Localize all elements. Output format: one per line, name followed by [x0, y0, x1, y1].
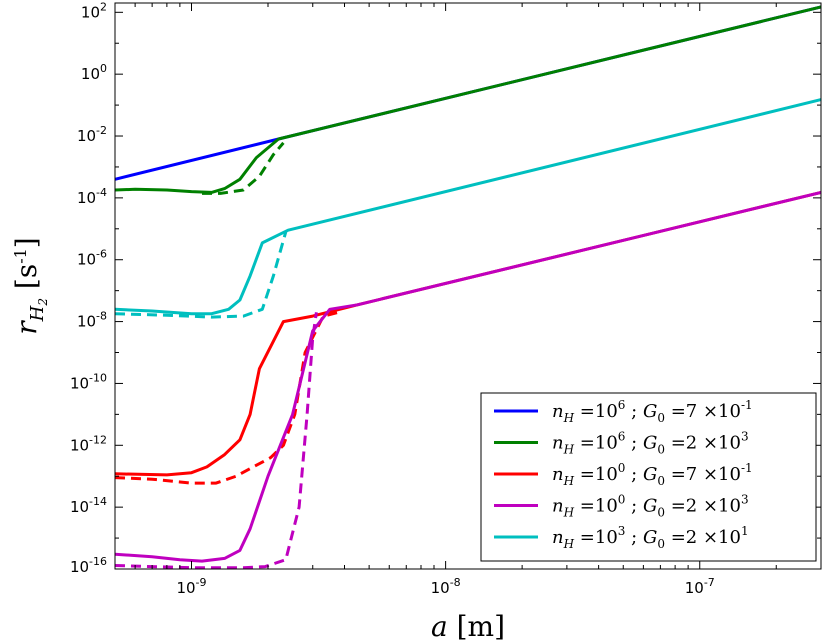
x-tick-label: 10-9: [176, 576, 206, 597]
legend-label: nH =106 ; G0 =7 ×10-1: [552, 398, 753, 425]
y-tick-label: 10-12: [70, 433, 107, 454]
x-tick-label: 10-7: [685, 576, 715, 597]
series-line-4-solid: [114, 98, 822, 316]
tick-layer: [114, 3, 822, 570]
legend-label: nH =100 ; G0 =7 ×10-1: [552, 461, 753, 488]
y-tick-label: 10-14: [70, 495, 107, 516]
series-line-2-solid: [114, 5, 822, 194]
plot-frame: [114, 2, 822, 570]
y-tick-label: 102: [81, 0, 107, 21]
legend-label: nH =106 ; G0 =2 ×103: [552, 430, 749, 457]
series-line-6-solid: [114, 190, 822, 477]
legend-label: nH =100 ; G0 =2 ×103: [552, 493, 749, 520]
series-layer: [114, 5, 822, 570]
legend-label: nH =103 ; G0 =2 ×101: [552, 524, 749, 551]
y-tick-label: 10-6: [77, 248, 107, 269]
y-tick-label: 10-8: [77, 310, 107, 331]
y-tick-label: 10-2: [77, 124, 107, 145]
y-tick-label: 100: [81, 62, 107, 83]
legend: nH =106 ; G0 =7 ×10-1 nH =106 ; G0 =2 ×10…: [480, 392, 817, 562]
x-tick-label: 10-8: [431, 576, 461, 597]
y-axis-label: rH2 [s-1]: [10, 237, 50, 334]
y-tick-label: 10-16: [70, 555, 107, 576]
legend-box: [480, 392, 817, 562]
y-tick-label: 10-10: [70, 371, 107, 392]
series-line-3-dashed: [202, 141, 285, 195]
x-axis-label: a [m]: [431, 610, 505, 643]
y-tick-label: 10-4: [77, 186, 107, 207]
label-layer: 10-9 10-8 10-7 102 100 10-2 10-4 10-6 10-8 10-10 1…: [10, 0, 715, 643]
